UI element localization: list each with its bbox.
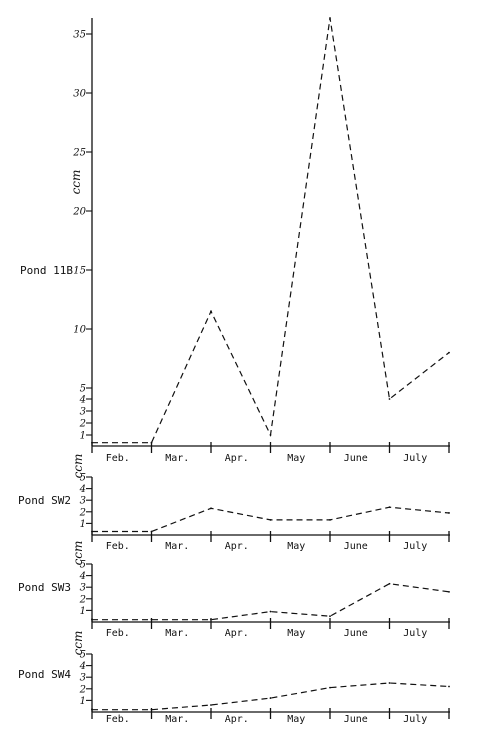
y-tick-label: 1: [80, 431, 86, 442]
x-tick-label: June: [344, 541, 368, 552]
data-point: [269, 434, 272, 436]
data-point: [388, 582, 391, 585]
data-point: [150, 618, 153, 621]
x-tick-label: Apr.: [225, 628, 249, 639]
y-tick-label: 35: [73, 30, 86, 41]
y-tick-label: 30: [73, 89, 86, 100]
x-tick-label: July: [403, 628, 427, 639]
series-line: [92, 583, 450, 621]
y-tick-label: 2: [79, 684, 86, 695]
y-tick-label: 1: [80, 519, 86, 530]
y-tick-label: 15: [73, 266, 86, 277]
data-point: [210, 618, 212, 621]
data-point: [210, 704, 212, 706]
x-tick-label: Feb.: [106, 628, 130, 639]
y-tick-label: 5: [80, 384, 86, 395]
data-point: [329, 615, 331, 618]
data-point: [388, 682, 391, 684]
data-point: [210, 507, 212, 510]
y-tick-label: 1: [80, 696, 86, 707]
x-tick-label: Feb.: [106, 541, 130, 552]
x-tick-label: May: [287, 453, 305, 464]
y-tick-label: 20: [72, 207, 86, 218]
x-tick-label: July: [403, 453, 427, 464]
x-tick-label: May: [287, 714, 305, 725]
series-label: Pond SW3: [18, 581, 71, 594]
x-tick-label: Mar.: [165, 453, 189, 464]
data-point: [448, 512, 450, 514]
x-tick-label: Feb.: [106, 453, 130, 464]
data-point: [388, 398, 391, 400]
y-tick-label: 4: [79, 395, 86, 406]
data-point: [210, 310, 212, 313]
x-tick-label: June: [344, 453, 368, 464]
data-point: [448, 590, 450, 593]
y-tick-label: 3: [80, 496, 86, 507]
series-line: [92, 17, 450, 444]
data-point: [269, 610, 272, 613]
series-label: Pond SW2: [18, 494, 71, 507]
y-tick-label: 4: [79, 661, 86, 672]
y-tick-label: 4: [79, 484, 86, 495]
y-tick-label: 25: [72, 148, 86, 159]
y-axis-label: ccm: [71, 631, 85, 656]
series-label: Pond 11B: [20, 264, 73, 277]
y-axis-label: ccm: [71, 541, 85, 566]
data-point: [329, 686, 331, 689]
y-tick-label: 3: [80, 673, 86, 684]
x-tick-label: June: [344, 628, 368, 639]
x-tick-label: Mar.: [165, 714, 189, 725]
y-tick-label: 3: [80, 583, 86, 594]
data-point: [388, 506, 391, 509]
y-tick-label: 3: [80, 407, 86, 418]
data-point: [91, 708, 93, 711]
x-tick-label: Apr.: [225, 453, 249, 464]
data-point: [91, 618, 93, 621]
y-tick-label: 2: [79, 507, 86, 518]
x-tick-label: Mar.: [165, 541, 189, 552]
data-point: [91, 441, 93, 444]
y-tick-label: 5: [80, 650, 86, 661]
y-axis-label: ccm: [71, 454, 85, 479]
data-point: [150, 441, 153, 444]
x-tick-label: May: [287, 628, 305, 639]
data-point: [448, 351, 450, 354]
data-point: [329, 519, 331, 521]
x-tick-label: Mar.: [165, 628, 189, 639]
x-tick-label: June: [344, 714, 368, 725]
y-tick-label: 5: [80, 560, 86, 571]
data-point: [329, 17, 331, 19]
y-tick-label: 1: [80, 606, 86, 617]
data-point: [448, 685, 450, 688]
data-point: [269, 519, 272, 521]
series-label: Pond SW4: [18, 668, 71, 681]
x-tick-label: May: [287, 541, 305, 552]
y-tick-label: 5: [80, 473, 86, 484]
y-tick-label: 4: [79, 571, 86, 582]
y-tick-label: 2: [79, 419, 86, 430]
x-tick-label: Apr.: [225, 714, 249, 725]
y-axis-label: ccm: [69, 170, 83, 195]
series-line: [92, 682, 450, 711]
x-tick-label: July: [403, 541, 427, 552]
x-tick-label: Feb.: [106, 714, 130, 725]
data-point: [91, 530, 93, 533]
y-tick-label: 10: [73, 325, 86, 336]
data-point: [150, 708, 153, 711]
data-point: [269, 697, 272, 699]
data-point: [150, 530, 153, 533]
x-tick-label: July: [403, 714, 427, 725]
y-tick-label: 2: [79, 594, 86, 605]
x-tick-label: Apr.: [225, 541, 249, 552]
